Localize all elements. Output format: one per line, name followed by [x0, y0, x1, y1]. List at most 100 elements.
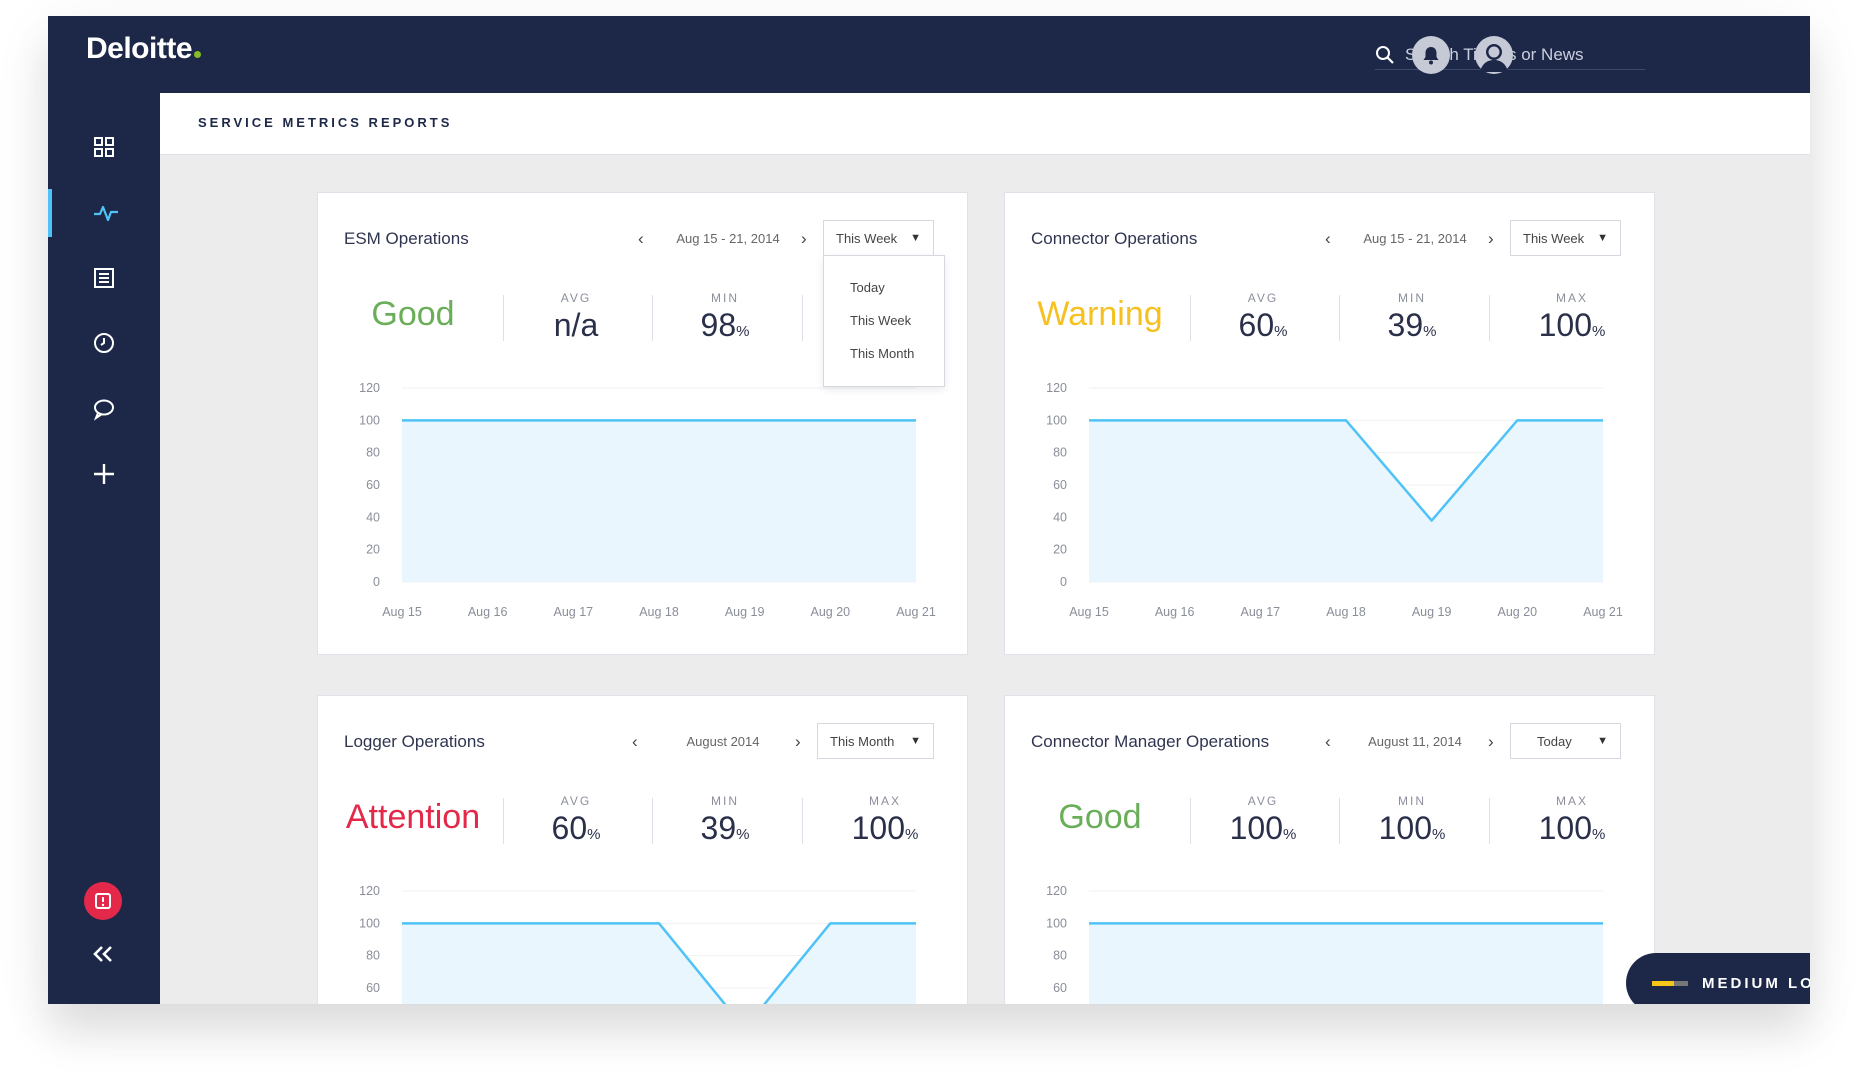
y-tick-label: 60: [1053, 981, 1067, 995]
user-avatar[interactable]: [1475, 36, 1513, 74]
series-line: [402, 922, 916, 1004]
prev-range-button[interactable]: ‹: [638, 229, 644, 248]
metric-max: MAX 100%: [1502, 291, 1642, 344]
y-tick-label: 80: [1053, 949, 1067, 963]
y-tick-label: 120: [359, 884, 380, 898]
chat-icon: [93, 399, 114, 421]
card-title: Logger Operations: [344, 732, 485, 751]
prev-range-button[interactable]: ‹: [1325, 732, 1331, 751]
prev-range-button[interactable]: ‹: [1325, 229, 1331, 248]
divider: [652, 798, 653, 844]
metric-label: AVG: [1247, 291, 1279, 305]
caret-down-icon: ▼: [1597, 735, 1608, 747]
date-range: August 11, 2014: [1368, 734, 1462, 749]
y-tick-label: 60: [366, 981, 380, 995]
dropdown-option-this-month[interactable]: This Month: [850, 346, 915, 361]
metric-label: MAX: [868, 794, 901, 808]
dropdown-option-this-week[interactable]: This Week: [850, 313, 912, 328]
metric-label: MAX: [1555, 291, 1588, 305]
notifications-button[interactable]: [1412, 36, 1450, 74]
sidebar: [48, 93, 160, 1004]
card-logger-operations: Logger Operations ‹ August 2014 › This M…: [317, 695, 968, 1004]
metric-value: n/a: [553, 307, 599, 343]
y-tick-label: 40: [366, 510, 380, 524]
nav-add[interactable]: [48, 450, 160, 498]
period-select[interactable]: This Month ▼: [817, 723, 934, 759]
logo[interactable]: Deloitte: [86, 32, 202, 66]
y-tick-label: 120: [1046, 884, 1067, 898]
y-tick-label: 100: [359, 916, 380, 930]
caret-down-icon: ▼: [1597, 232, 1608, 244]
metric-min: MIN 39%: [655, 794, 795, 847]
y-tick-label: 20: [366, 543, 380, 557]
x-tick-label: Aug 16: [468, 605, 508, 619]
dropdown-option-today[interactable]: Today: [850, 280, 885, 295]
list-icon: [94, 268, 114, 288]
metric-label: AVG: [560, 794, 592, 808]
metric-label: MIN: [1398, 291, 1426, 305]
chart-connector-manager: 60 80 100 120: [1046, 884, 1603, 1004]
caret-down-icon: ▼: [910, 232, 921, 244]
x-tick-label: Aug 15: [382, 605, 422, 619]
divider: [1339, 798, 1340, 844]
next-range-button[interactable]: ›: [795, 732, 801, 751]
history-icon: [94, 333, 114, 353]
status-label: Attention: [345, 798, 481, 836]
metric-value: 100%: [1538, 810, 1606, 846]
search-input[interactable]: [1405, 44, 1635, 65]
divider: [503, 798, 504, 844]
x-tick-label: Aug 15: [1069, 605, 1109, 619]
collapse-sidebar-button[interactable]: [84, 939, 122, 969]
x-tick-label: Aug 18: [1326, 605, 1366, 619]
y-tick-label: 100: [1046, 916, 1067, 930]
metric-value: 100%: [851, 810, 919, 846]
nav-history[interactable]: [48, 319, 160, 367]
y-tick-label: 80: [366, 949, 380, 963]
priority-badge[interactable]: MEDIUM LOW: [1626, 953, 1810, 1004]
period-select[interactable]: Today ▼: [1510, 723, 1621, 759]
x-tick-label: Aug 21: [896, 605, 936, 619]
nav-chat[interactable]: [48, 385, 160, 433]
divider: [802, 798, 803, 844]
next-range-button[interactable]: ›: [801, 229, 807, 248]
series-area: [1089, 923, 1603, 1004]
metric-value: 100%: [1378, 810, 1446, 846]
divider: [1339, 295, 1340, 341]
metric-min: MIN 39%: [1342, 291, 1482, 344]
divider: [1489, 798, 1490, 844]
period-select[interactable]: This Week ▼: [823, 220, 934, 256]
card-title: Connector Operations: [1031, 229, 1198, 248]
metric-max: MAX 100%: [815, 794, 955, 847]
nav-metrics[interactable]: [48, 189, 160, 237]
alert-button[interactable]: [84, 882, 122, 920]
y-tick-label: 100: [1046, 413, 1067, 427]
next-range-button[interactable]: ›: [1488, 732, 1494, 751]
metric-value: 100%: [1538, 307, 1606, 343]
x-tick-label: Aug 19: [725, 605, 765, 619]
logo-dot: [194, 51, 202, 58]
nav-dashboard[interactable]: [48, 123, 160, 171]
x-tick-label: Aug 16: [1155, 605, 1195, 619]
metric-avg: AVG n/a: [506, 291, 646, 344]
period-select[interactable]: This Week ▼: [1510, 220, 1621, 256]
chart-connector: 0 20 40 60 80 100 120 Aug 15 Aug 16 Aug 17 Aug 18 A…: [1046, 381, 1623, 619]
y-tick-label: 100: [359, 413, 380, 427]
metric-avg: AVG 60%: [506, 794, 646, 847]
date-range: Aug 15 - 21, 2014: [1363, 231, 1467, 246]
y-tick-label: 60: [1053, 478, 1067, 492]
divider: [802, 295, 803, 341]
card-title: ESM Operations: [344, 229, 469, 248]
card-esm-operations: ESM Operations ‹ Aug 15 - 21, 2014 › Thi…: [317, 192, 968, 655]
search-bar[interactable]: [1375, 40, 1645, 70]
nav-reports[interactable]: [48, 254, 160, 302]
series-area: [402, 420, 916, 582]
prev-range-button[interactable]: ‹: [632, 732, 638, 751]
priority-indicator: [1652, 980, 1688, 986]
y-tick-label: 40: [1053, 510, 1067, 524]
metric-label: MIN: [711, 291, 739, 305]
next-range-button[interactable]: ›: [1488, 229, 1494, 248]
y-tick-label: 80: [1053, 446, 1067, 460]
user-icon: [1480, 44, 1508, 72]
status-label: Good: [371, 295, 455, 333]
page-title: SERVICE METRICS REPORTS: [198, 115, 453, 130]
